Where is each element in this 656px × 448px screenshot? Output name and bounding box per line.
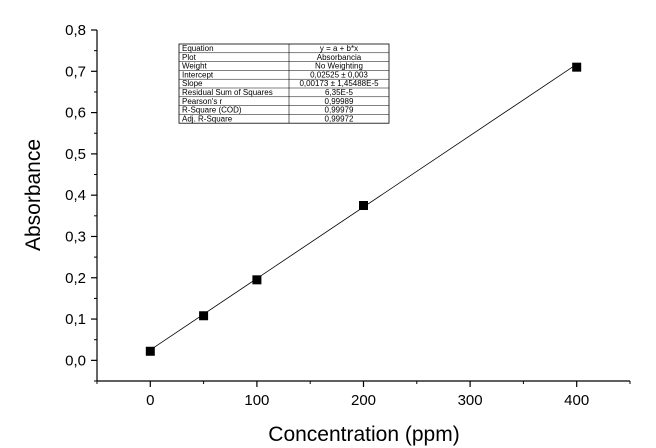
data-point [145, 346, 155, 356]
y-tick-label: 0,4 [65, 187, 86, 204]
fit-table-key: Slope [182, 79, 203, 88]
data-point [572, 62, 582, 72]
y-tick-label: 0,7 [65, 63, 86, 80]
y-tick-label: 0,3 [65, 228, 86, 245]
fit-table-key: Pearson's r [182, 97, 223, 106]
data-point [359, 201, 368, 210]
x-tick-label: 0 [146, 392, 154, 409]
x-tick-label: 300 [458, 392, 483, 409]
fit-table-value: 0,99972 [325, 114, 354, 123]
fit-table-key: Intercept [182, 70, 214, 79]
data-points [145, 62, 582, 356]
fit-table-value: 0,99989 [325, 97, 354, 106]
fit-table-value: 0,00173 ± 1,45488E-5 [299, 79, 379, 88]
y-tick-label: 0,5 [65, 146, 86, 163]
y-axis-title: Absorbance [22, 139, 45, 251]
data-point [199, 311, 209, 321]
x-tick-label: 100 [244, 392, 269, 409]
fit-table-value: Absorbancia [317, 53, 362, 62]
fit-table-border [178, 43, 390, 124]
fit-table-value: y = a + b*x [320, 44, 358, 53]
y-tick-label: 0,0 [65, 352, 86, 369]
fit-table-value: 6,35E-5 [325, 88, 354, 97]
x-axis-title: Concentration (ppm) [268, 423, 459, 446]
fit-table-key: Adj. R-Square [182, 114, 233, 123]
fit-table-key: Weight [182, 62, 208, 71]
fit-statistics-table: Equation y = a + b*x Plot Absorbancia Weight… [178, 43, 390, 124]
fit-table-value: No Weighting [315, 62, 363, 71]
fit-table-key: Residual Sum of Squares [182, 88, 273, 97]
y-tick-label: 0,6 [65, 105, 86, 122]
axes: 0,0 0,1 0,2 0,3 0,4 0,5 0,6 0,7 0,8 0 100 200 300 400 [65, 22, 631, 409]
x-tick-label: 200 [351, 392, 376, 409]
y-tick-label: 0,1 [65, 311, 86, 328]
fit-table-key: Equation [182, 44, 214, 53]
fit-table-value: 0,02525 ± 0,003 [310, 70, 368, 79]
data-point [252, 275, 262, 285]
fit-table-value: 0,99979 [325, 106, 354, 115]
fit-table-key: R-Square (COD) [182, 106, 242, 115]
fit-table-key: Plot [182, 53, 197, 62]
y-tick-label: 0,2 [65, 270, 86, 287]
x-tick-label: 400 [564, 392, 589, 409]
y-tick-label: 0,8 [65, 22, 86, 39]
